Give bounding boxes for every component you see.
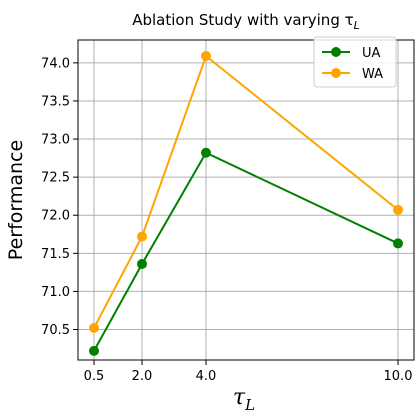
data-point-ua — [137, 259, 147, 269]
y-tick-label: 74.0 — [41, 56, 70, 71]
y-tick-label: 72.0 — [41, 209, 70, 224]
x-tick-label: 10.0 — [384, 369, 413, 384]
y-tick-label: 71.5 — [41, 247, 70, 262]
series-line-wa — [93, 54, 399, 329]
grid-lines — [78, 40, 414, 360]
y-tick-label: 70.5 — [41, 323, 70, 338]
legend-label-ua: UA — [362, 46, 381, 61]
legend-marker-wa — [331, 68, 341, 78]
data-point-ua — [89, 345, 99, 356]
x-tick-label: 2.0 — [132, 369, 153, 384]
data-point-wa — [89, 323, 99, 333]
x-ticks: 0.5 2.0 4.0 10.0 — [84, 360, 413, 384]
y-tick-label: 72.5 — [41, 171, 70, 186]
series-line-ua — [93, 151, 399, 352]
data-point-ua — [201, 147, 211, 158]
data-point-wa — [393, 204, 403, 215]
y-tick-label: 73.0 — [41, 133, 70, 148]
y-tick-label: 73.5 — [41, 94, 70, 109]
y-axis-label: Performance — [5, 140, 27, 260]
legend: UA WA — [313, 36, 397, 88]
data-point-ua — [393, 238, 403, 249]
legend-marker-ua — [331, 47, 341, 57]
x-tick-label: 4.0 — [196, 369, 217, 384]
series-lines — [89, 51, 403, 356]
x-tick-label: 0.5 — [84, 369, 105, 384]
legend-box — [313, 36, 397, 88]
plot-frame — [77, 39, 415, 361]
data-point-wa — [201, 51, 211, 61]
legend-label-wa: WA — [362, 67, 383, 82]
x-axis-label: τL — [233, 385, 255, 414]
chart-title: Ablation Study with varying τL — [132, 11, 360, 32]
y-ticks: 70.5 71.0 71.5 72.0 72.5 73.0 73.5 74.0 — [41, 56, 78, 338]
y-tick-label: 71.0 — [41, 285, 70, 300]
data-point-wa — [137, 231, 147, 242]
